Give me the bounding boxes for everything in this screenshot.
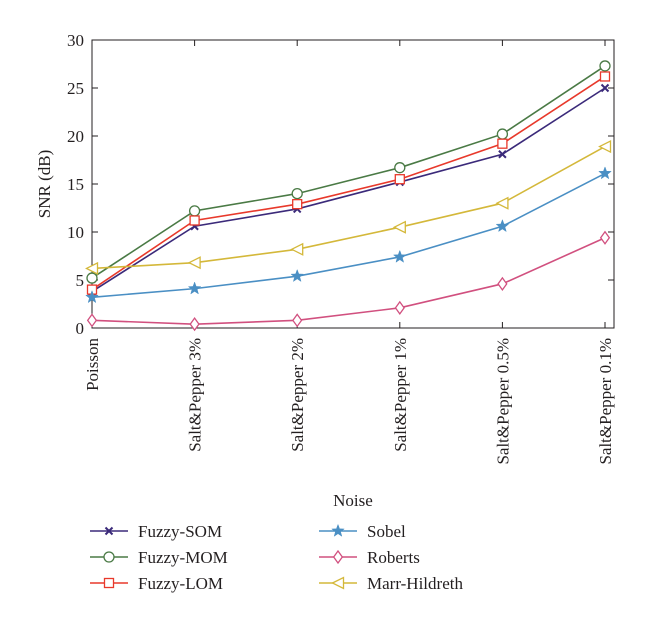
y-tick-labels: 0 5 10 15 20 25 30 [67, 31, 84, 338]
data-point [86, 272, 98, 284]
data-point [498, 150, 507, 159]
data-point [188, 205, 201, 217]
data-point [392, 249, 407, 263]
legend-label: Sobel [367, 522, 406, 541]
data-point [331, 576, 345, 590]
x-tick-label: Salt&Pepper 0.1% [596, 338, 615, 465]
data-point [496, 128, 509, 140]
data-point [332, 549, 344, 565]
x-tick-label: Salt&Pepper 2% [288, 338, 307, 452]
data-point [599, 60, 611, 72]
data-point [394, 174, 405, 185]
series-line-fuzzy-mom [91, 65, 606, 279]
series-roberts [86, 230, 611, 332]
y-tick-label: 30 [67, 31, 84, 50]
data-point [86, 313, 98, 328]
data-point [497, 276, 508, 291]
x-tick-label: Salt&Pepper 1% [391, 338, 410, 452]
series-marr-hildreth [85, 140, 612, 276]
x-tick-labels: Poisson Salt&Pepper 3% Salt&Pepper 2% Salt&… [83, 338, 615, 465]
data-point [495, 219, 510, 233]
legend-item-fuzzy-som: Fuzzy-SOM [90, 522, 222, 541]
x-axis-label: Noise [333, 491, 373, 510]
series-line-sobel [91, 172, 606, 299]
legend-label: Fuzzy-MOM [138, 548, 228, 567]
series-line-marr-hildreth [91, 145, 606, 270]
data-point [394, 162, 406, 174]
series-line-roberts [91, 237, 606, 325]
series-group [85, 60, 612, 332]
series-line-fuzzy-som [91, 87, 606, 293]
data-point [291, 187, 303, 200]
legend-item-fuzzy-mom: Fuzzy-MOM [90, 548, 228, 567]
data-point [598, 140, 612, 154]
legend-item-sobel: Sobel [319, 522, 406, 541]
data-point [187, 256, 201, 270]
data-point [331, 523, 345, 537]
legend-item-roberts: Roberts [319, 548, 420, 567]
data-point [290, 268, 305, 283]
series-fuzzy-lom [86, 71, 611, 295]
data-point [103, 551, 115, 563]
series-fuzzy-mom [86, 60, 611, 284]
series-line-fuzzy-lom [91, 75, 606, 291]
data-point [599, 71, 611, 82]
y-tick-label: 20 [67, 127, 84, 146]
y-tick-label: 10 [67, 223, 84, 242]
data-point [103, 577, 115, 589]
legend-label: Fuzzy-SOM [138, 522, 222, 541]
series-sobel [85, 166, 612, 304]
data-point [85, 290, 99, 304]
legend-item-marr-hildreth: Marr-Hildreth [319, 574, 463, 593]
data-point [599, 230, 611, 245]
data-point [104, 526, 114, 536]
data-point [189, 215, 200, 226]
data-point [290, 242, 304, 256]
data-point [292, 313, 303, 328]
y-tick-label: 0 [76, 319, 85, 338]
data-point [394, 300, 405, 315]
x-tick-label: Poisson [83, 338, 102, 391]
data-point [189, 317, 200, 332]
data-point [187, 281, 202, 295]
y-axis-label: SNR (dB) [35, 150, 54, 218]
y-tick-label: 15 [67, 175, 84, 194]
data-point [292, 199, 303, 210]
x-tick-label: Salt&Pepper 3% [186, 338, 205, 452]
legend-item-fuzzy-lom: Fuzzy-LOM [90, 574, 223, 593]
data-point [600, 83, 610, 93]
data-point [495, 196, 509, 210]
legend: Fuzzy-SOM Fuzzy-MOM Fuzzy-LOM Sobel Roberts M… [90, 522, 463, 593]
data-point [497, 138, 508, 149]
data-point [392, 220, 406, 234]
y-tick-label: 25 [67, 79, 84, 98]
y-tick-label: 5 [76, 271, 85, 290]
data-point [85, 261, 99, 276]
legend-label: Fuzzy-LOM [138, 574, 223, 593]
legend-label: Marr-Hildreth [367, 574, 463, 593]
data-point [598, 166, 612, 180]
legend-label: Roberts [367, 548, 420, 567]
x-tick-label: Salt&Pepper 0.5% [493, 338, 512, 465]
